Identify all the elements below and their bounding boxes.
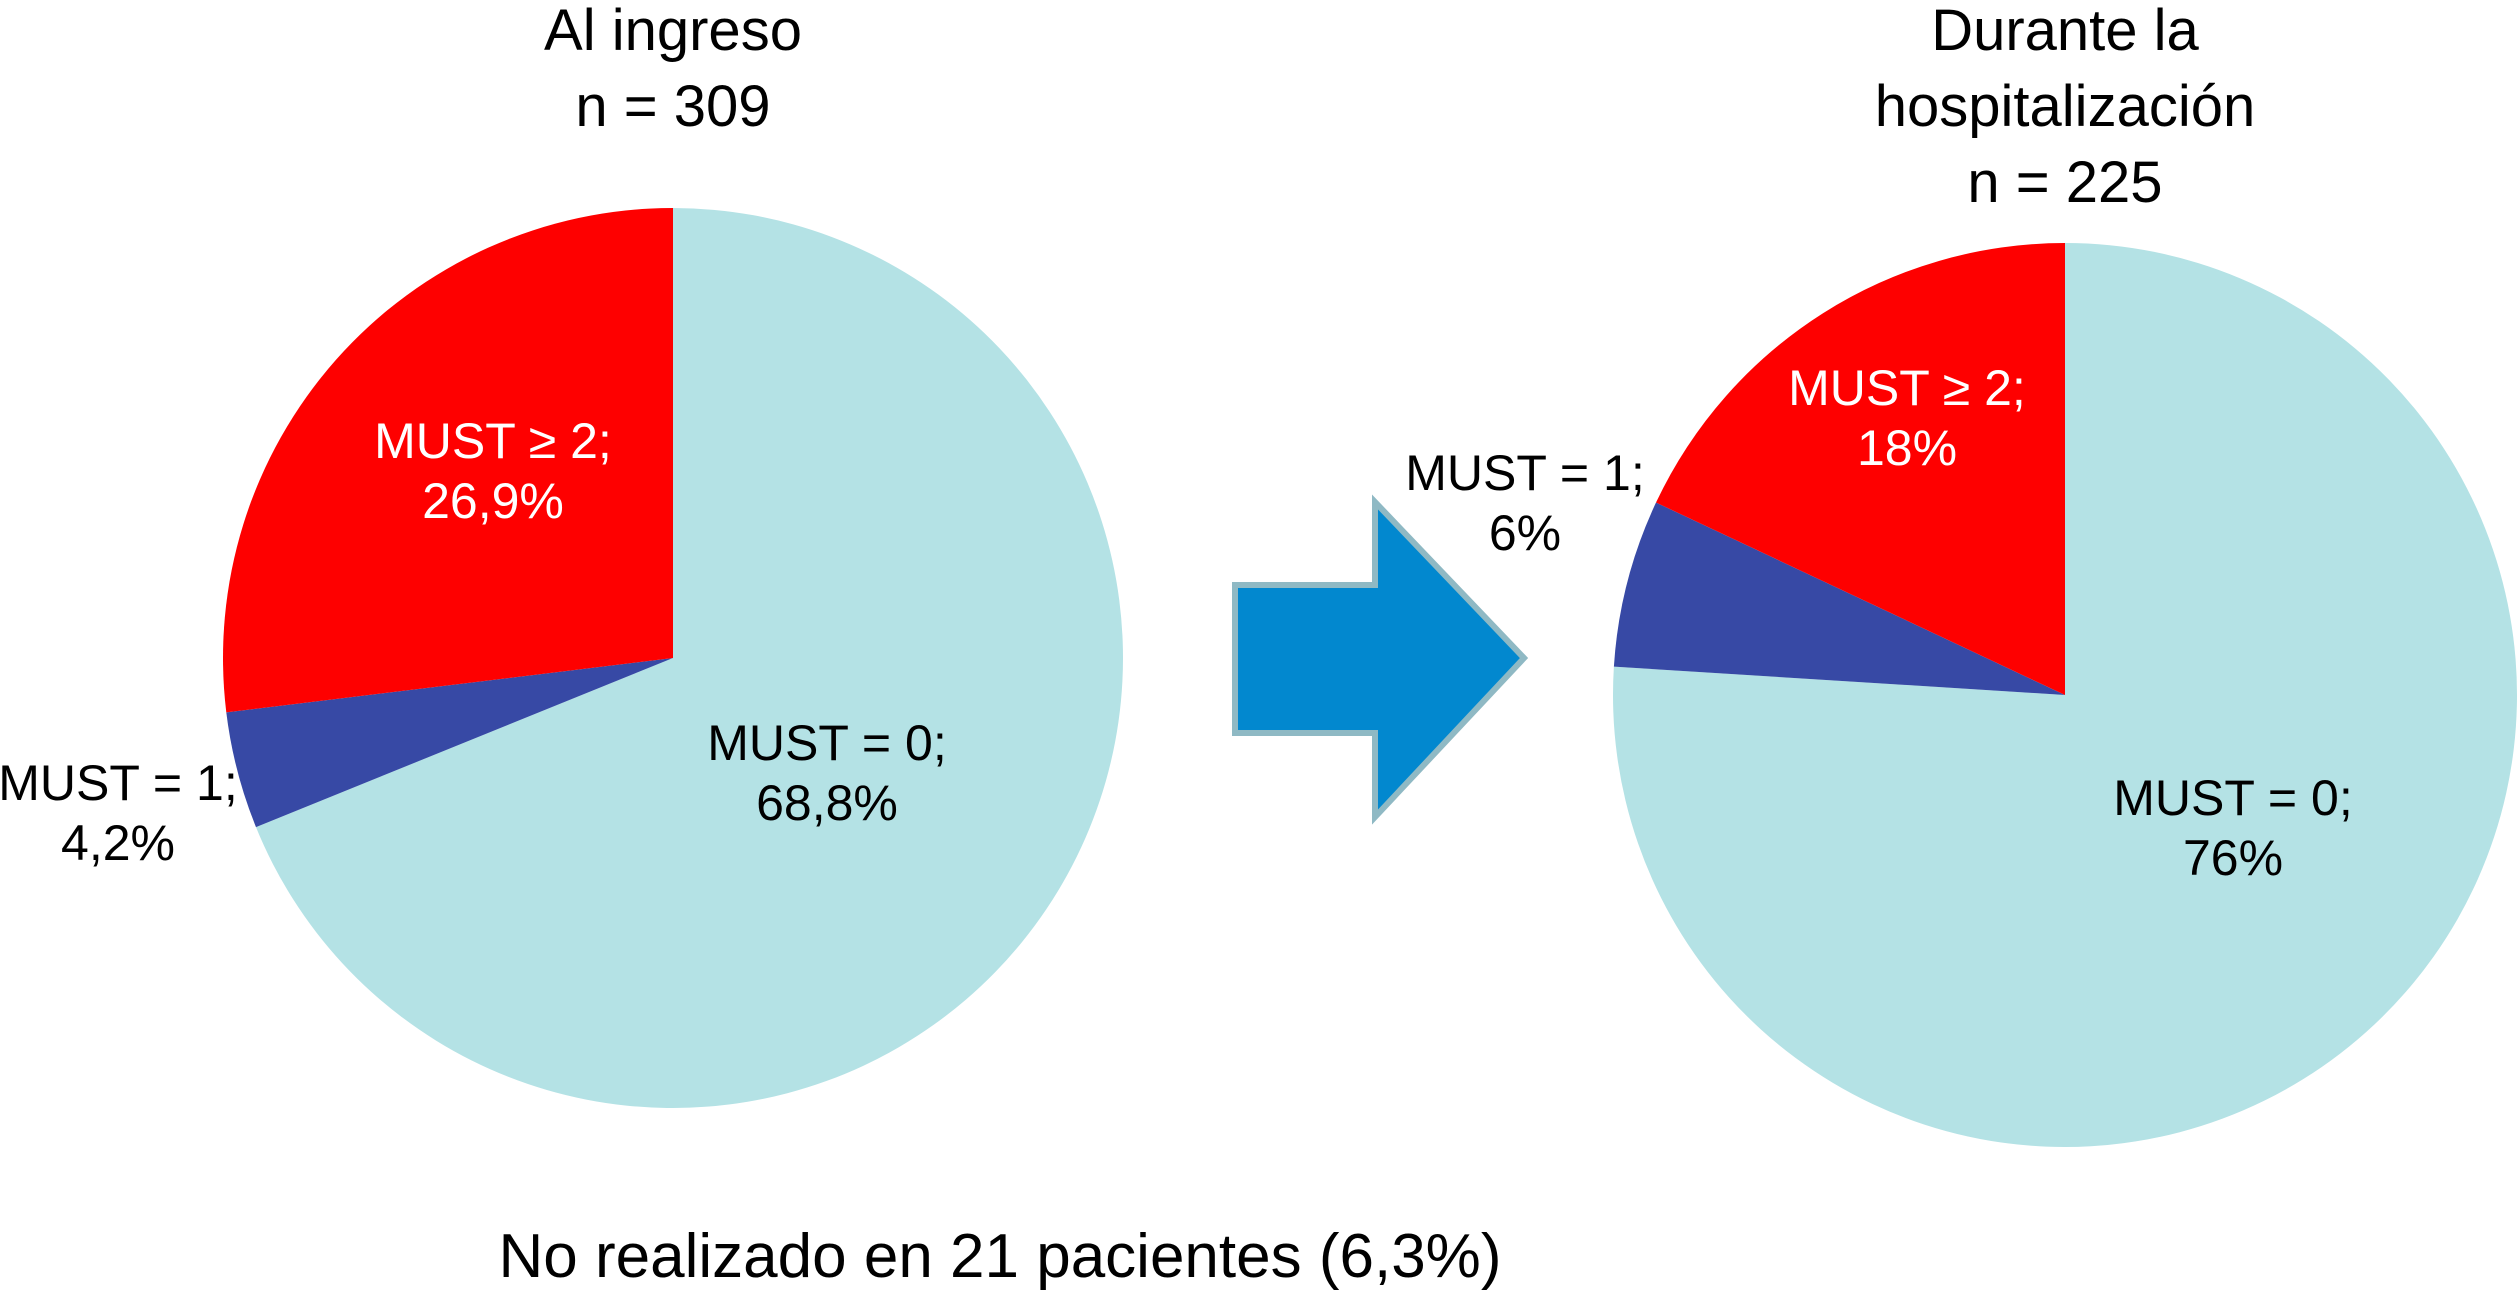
pie-slice-must-0 xyxy=(1613,243,2517,1147)
footnote: No realizado en 21 pacientes (6,3%) xyxy=(499,1222,1502,1291)
slice-label-must-gte-2: MUST ≥ 2; xyxy=(374,413,612,469)
chart-title: n = 309 xyxy=(575,74,770,139)
slice-label-must-1: 6% xyxy=(1489,505,1561,561)
pie-chart-hospitalization: MUST = 0;76% MUST = 1;6% MUST ≥ 2;18% Duran… xyxy=(1405,0,2517,1147)
chart-title: hospitalización xyxy=(1875,74,2255,139)
pie-slice-must-gte-2 xyxy=(222,208,673,713)
slice-label-must-1: MUST = 1; xyxy=(1405,445,1644,501)
slice-label-must-0: MUST = 0; xyxy=(2113,770,2352,826)
pie-slice-must-0 xyxy=(255,208,1124,1108)
chart-title: Durante la xyxy=(1931,0,2199,63)
slice-label-must-gte-2: MUST ≥ 2; xyxy=(1788,360,2026,416)
slice-label-must-0: 76% xyxy=(2183,830,2283,886)
slice-label-must-1: MUST = 1; xyxy=(0,755,238,811)
chart-title: Al ingreso xyxy=(544,0,802,63)
slice-label-must-gte-2: 18% xyxy=(1857,420,1957,476)
chart-title: n = 225 xyxy=(1967,150,2162,215)
pie-slice-must-1 xyxy=(1613,502,2065,695)
slice-label-must-0: 68,8% xyxy=(756,775,898,831)
slice-label-must-gte-2: 26,9% xyxy=(422,473,564,529)
pie-slice-must-gte-2 xyxy=(1656,243,2065,695)
right-arrow-icon xyxy=(1232,494,1529,825)
slice-label-must-1: 4,2% xyxy=(61,815,175,871)
slice-label-must-0: MUST = 0; xyxy=(707,715,946,771)
pie-chart-admission: MUST = 0;68,8% MUST = 1;4,2% MUST ≥ 2;26,9… xyxy=(0,0,1124,1108)
pie-slice-must-1 xyxy=(226,658,674,828)
